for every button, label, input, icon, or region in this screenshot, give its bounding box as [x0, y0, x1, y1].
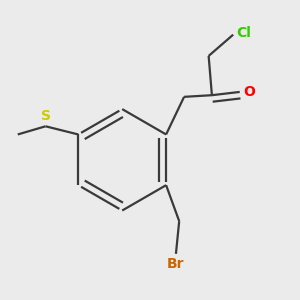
Text: Cl: Cl — [236, 26, 251, 40]
Text: O: O — [244, 85, 256, 99]
Text: Br: Br — [167, 257, 185, 271]
Text: S: S — [40, 109, 51, 123]
